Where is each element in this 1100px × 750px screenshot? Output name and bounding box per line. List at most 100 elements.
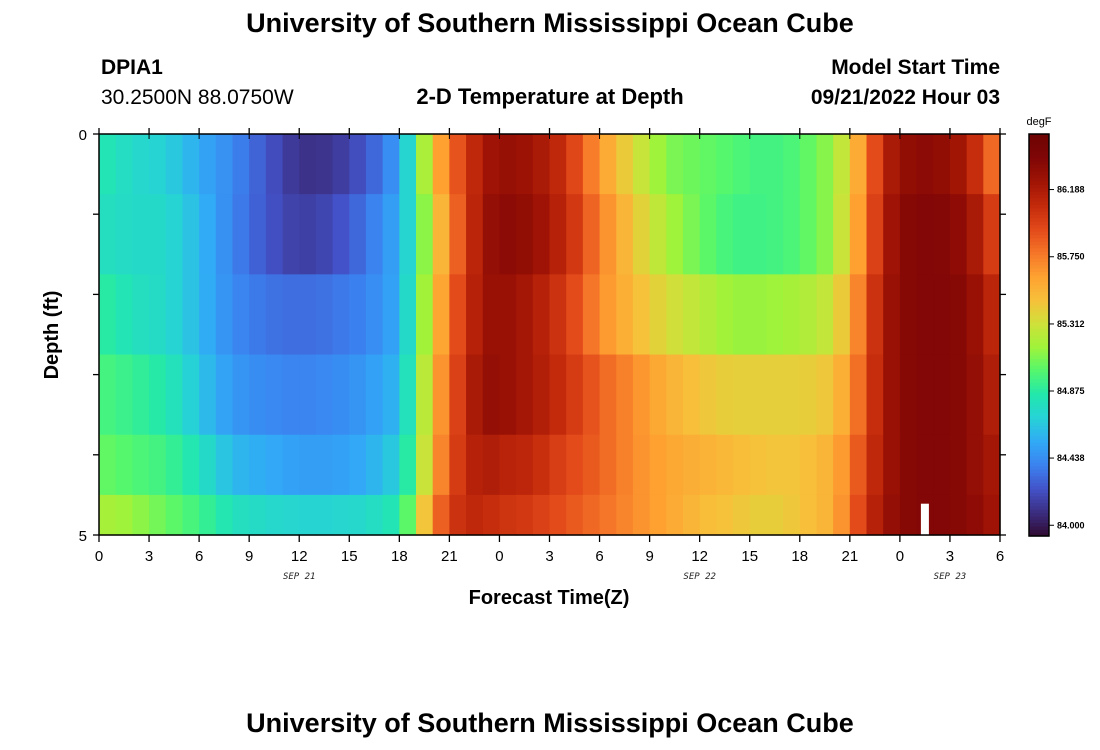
colorbar-tick-label: 85.312 — [1057, 319, 1085, 329]
heatmap-cell — [315, 194, 334, 275]
colorbar-segment — [1029, 532, 1049, 537]
heatmap-cell — [165, 134, 184, 195]
heatmap-cell — [966, 494, 984, 536]
heatmap-cell — [232, 354, 250, 436]
heatmap-cell — [132, 434, 150, 496]
colorbar-segment — [1029, 237, 1049, 242]
heatmap-cell — [99, 434, 117, 496]
heatmap-cell — [816, 354, 834, 436]
heatmap-cell — [532, 274, 551, 356]
heatmap-cell — [649, 194, 667, 275]
colorbar-segment — [1029, 458, 1049, 463]
heatmap-cell — [582, 354, 601, 436]
heatmap-cell — [466, 194, 484, 275]
colorbar-segment — [1029, 328, 1049, 333]
heatmap-cell — [833, 494, 851, 536]
heatmap-cell — [833, 354, 851, 436]
heatmap-cell — [766, 134, 784, 195]
heatmap-cell — [616, 134, 634, 195]
heatmap-cell — [582, 274, 601, 356]
heatmap-cell — [949, 274, 968, 356]
heatmap-cell — [199, 354, 217, 436]
heatmap-cell — [933, 494, 951, 536]
heatmap-cell — [766, 494, 784, 536]
colorbar-segment — [1029, 385, 1049, 390]
heatmap-cell — [899, 354, 918, 436]
heatmap-cell — [933, 434, 951, 496]
heatmap-cell — [883, 194, 901, 275]
colorbar-segment — [1029, 469, 1049, 473]
heatmap-cell — [549, 434, 567, 496]
heatmap-cell — [749, 354, 768, 436]
heatmap-cell — [866, 434, 884, 496]
colorbar-segment — [1029, 422, 1049, 427]
colorbar-segment — [1029, 194, 1049, 199]
heatmap-cell — [132, 134, 150, 195]
colorbar-segment — [1029, 425, 1049, 430]
heatmap-cell — [816, 494, 834, 536]
heatmap-cell — [649, 134, 667, 195]
heatmap-cell — [632, 194, 651, 275]
heatmap-cell — [215, 274, 234, 356]
heatmap-cell — [666, 494, 684, 536]
gap-marker — [920, 503, 929, 535]
colorbar-segment — [1029, 160, 1049, 165]
heatmap-cell — [416, 274, 434, 356]
x-tick-label: 6 — [595, 548, 603, 565]
heatmap-cell — [699, 494, 717, 536]
heatmap-cell — [983, 494, 1001, 536]
heatmap-cell — [816, 194, 834, 275]
heatmap-cell — [966, 134, 984, 195]
colorbar-segment — [1029, 509, 1049, 514]
colorbar-segment — [1029, 418, 1049, 423]
heatmap-cell — [282, 134, 300, 195]
heatmap-cell — [649, 274, 667, 356]
colorbar-frame — [1028, 133, 1050, 537]
x-tick-label: 12 — [291, 548, 308, 565]
heatmap-cell — [899, 274, 918, 356]
heatmap-cell — [916, 274, 934, 356]
heatmap-cell — [215, 494, 234, 536]
heatmap-cell — [849, 134, 868, 195]
colorbar-segment — [1029, 525, 1049, 530]
colorbar-segment — [1029, 448, 1049, 453]
heatmap-cell — [416, 134, 434, 195]
colorbar-segment — [1029, 435, 1049, 440]
heatmap-cell — [182, 354, 200, 436]
heatmap-cell — [799, 494, 818, 536]
colorbar-segment — [1029, 522, 1049, 527]
colorbar-segment — [1029, 529, 1049, 534]
heatmap-cell — [516, 434, 534, 496]
heatmap-cell — [466, 354, 484, 436]
heatmap-cell — [282, 354, 300, 436]
heatmap-cell — [682, 494, 701, 536]
heatmap-cell — [682, 434, 701, 496]
colorbar-segment — [1029, 201, 1049, 205]
heatmap-cell — [315, 494, 334, 536]
heatmap-cell — [199, 134, 217, 195]
colorbar-segment — [1029, 378, 1049, 383]
heatmap-cell — [299, 494, 317, 536]
heatmap-cell — [399, 494, 417, 536]
colorbar-segment — [1029, 479, 1049, 483]
x-tick-label: 12 — [691, 548, 708, 565]
data-gap-marker — [920, 503, 929, 535]
heatmap-cell — [215, 434, 234, 496]
heatmap-cell — [349, 434, 367, 496]
colorbar-segment — [1029, 351, 1049, 356]
colorbar-segment — [1029, 361, 1049, 366]
heatmap-cell — [866, 494, 884, 536]
colorbar-segment — [1029, 254, 1049, 259]
heatmap-cell — [733, 274, 751, 356]
heatmap-cell — [482, 194, 501, 275]
heatmap-cell — [132, 274, 150, 356]
colorbar-segment — [1029, 388, 1049, 393]
x-tick-label: 3 — [946, 548, 954, 565]
heatmap-cell — [416, 494, 434, 536]
heatmap-cell — [349, 194, 367, 275]
colorbar-segment — [1029, 338, 1049, 343]
heatmap-cell — [432, 434, 450, 496]
heatmap-cell — [566, 434, 584, 496]
colorbar-segment — [1029, 324, 1049, 329]
heatmap-cell — [332, 354, 350, 436]
